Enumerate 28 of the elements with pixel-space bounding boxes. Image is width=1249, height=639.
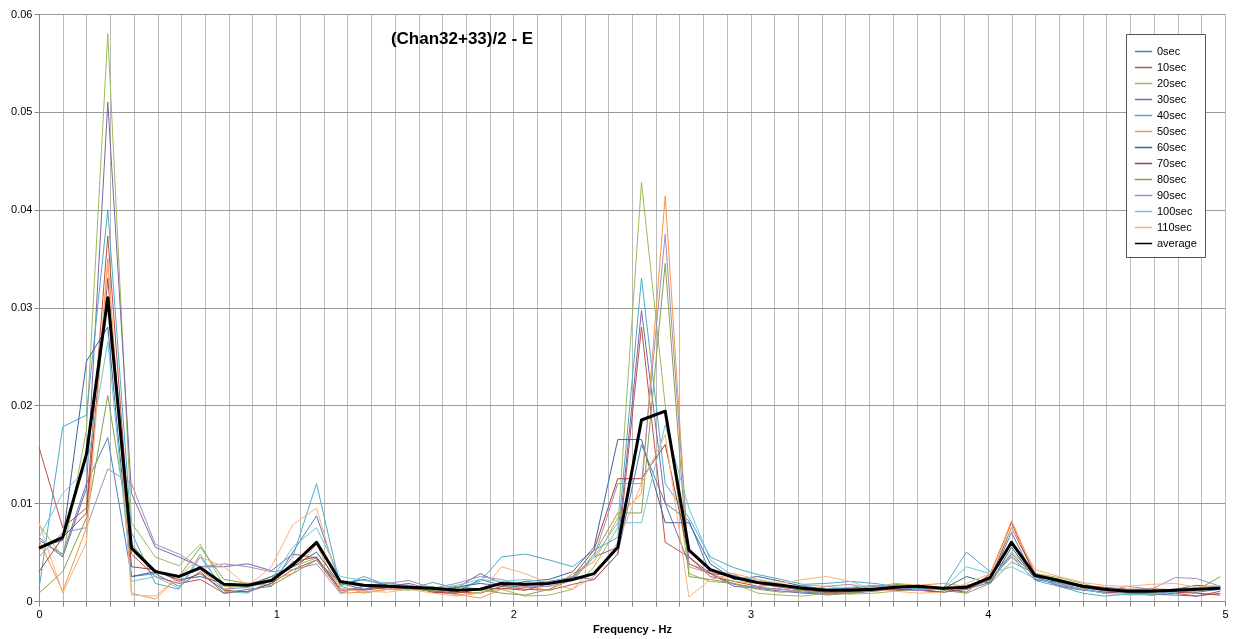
y-tick-label: 0.01 [11,496,33,509]
x-tick-label: 4 [985,607,992,620]
legend-label: 110sec [1157,220,1193,233]
legend-label: 40sec [1157,108,1187,121]
y-tick-label: 0.06 [11,7,33,20]
legend-label: 0sec [1157,44,1181,57]
x-tick-label: 2 [510,607,517,620]
legend-label: 30sec [1157,92,1187,105]
legend-label: 70sec [1157,156,1187,169]
y-tick-label: 0.04 [11,203,33,216]
legend-label: average [1157,236,1197,249]
legend-label: 50sec [1157,124,1187,137]
y-tick-label: 0.03 [11,301,33,313]
legend-label: 80sec [1157,172,1187,185]
y-tick-label: 0 [26,594,33,607]
y-tick-label: 0.02 [11,398,33,411]
legend-label: 60sec [1157,140,1187,153]
legend-label: 100sec [1157,204,1193,217]
x-tick-label: 1 [273,607,280,620]
x-axis-title: Frequency - Hz [593,622,673,635]
legend-label: 10sec [1157,60,1187,73]
legend-label: 90sec [1157,188,1187,201]
x-tick-label: 3 [748,607,755,620]
x-tick-label: 0 [36,607,43,620]
y-tick-label: 0.05 [11,105,33,118]
legend-label: 20sec [1157,76,1187,89]
x-tick-label: 5 [1222,607,1229,620]
text: (Chan32+33)/2 - E [390,29,534,48]
